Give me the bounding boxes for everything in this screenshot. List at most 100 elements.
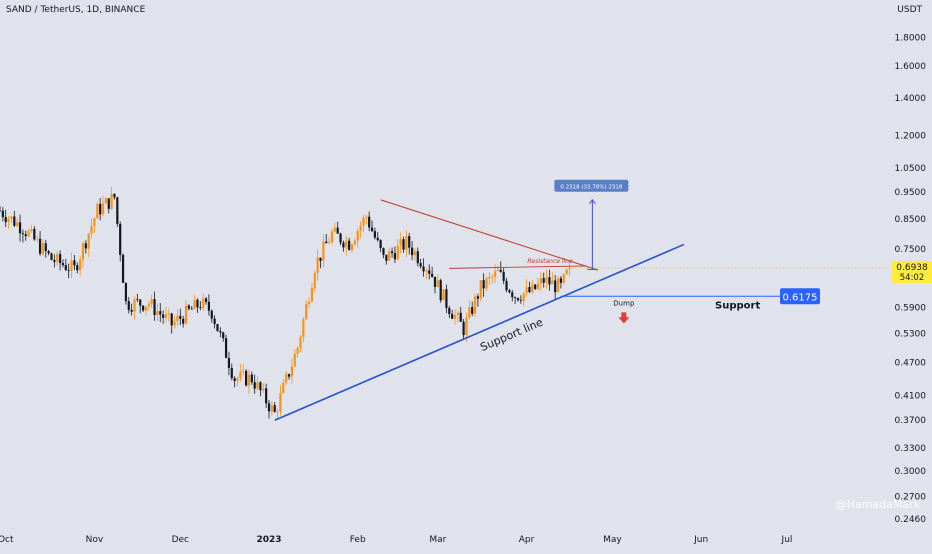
support-trend-line[interactable]: [274, 243, 685, 421]
x-tick-label: Dec: [172, 535, 189, 545]
candle-body: [479, 280, 482, 299]
candle-body: [119, 223, 122, 255]
candle-body: [247, 374, 251, 386]
candle-body: [104, 198, 107, 204]
candle-body: [153, 299, 156, 316]
candle-body: [307, 301, 311, 304]
candle-body: [342, 242, 345, 248]
x-tick-label: Nov: [86, 535, 104, 545]
candle-body: [213, 318, 216, 325]
candle-body: [61, 263, 65, 266]
candle-body: [79, 259, 82, 271]
candle-body: [7, 218, 10, 223]
candle-body: [514, 297, 517, 299]
candle-body: [227, 357, 231, 368]
resistance-line-label: Resistance line: [527, 258, 573, 265]
candle-body: [313, 273, 316, 289]
candle-body: [44, 243, 47, 252]
candle-body: [282, 382, 285, 393]
candle-body: [419, 263, 422, 267]
candle-body: [147, 304, 150, 307]
candle-body: [551, 280, 554, 285]
candle-body: [348, 240, 351, 250]
candle-body: [548, 277, 551, 285]
candle-body: [502, 271, 505, 281]
candle-body: [345, 240, 348, 248]
candle-body: [336, 227, 339, 234]
candle-body: [162, 314, 165, 318]
candle-body: [559, 278, 563, 283]
support-price-label: 0.6175: [783, 292, 818, 303]
candle-body: [58, 254, 62, 264]
candle-body: [459, 312, 462, 322]
measure-arrow-icon: [588, 198, 596, 205]
y-tick-label: 0.3000: [895, 467, 927, 477]
candle-body: [399, 239, 402, 246]
measure-label-box: [554, 179, 629, 192]
candle-body: [116, 197, 119, 224]
candle-body: [542, 278, 545, 283]
resistance-line[interactable]: [449, 265, 587, 269]
candle-body: [410, 247, 414, 256]
descending-trend-line[interactable]: [380, 199, 599, 271]
candle-body: [202, 298, 205, 308]
support-price-tag[interactable]: [780, 288, 820, 305]
candle-body: [365, 216, 368, 218]
candle-body: [396, 245, 399, 260]
candle-body: [13, 216, 16, 226]
candle-body: [327, 242, 331, 244]
candle-body: [310, 288, 314, 302]
candle-body: [468, 307, 471, 318]
candle-body: [24, 234, 27, 237]
candle-body: [47, 251, 50, 254]
candle-body: [84, 243, 87, 249]
candle-body: [273, 405, 276, 412]
candle-body: [556, 278, 560, 293]
candle-body: [196, 299, 199, 308]
y-tick-label: 0.3700: [895, 416, 927, 426]
candle-body: [476, 296, 480, 299]
candle-body: [236, 378, 239, 381]
candle-body: [265, 388, 268, 404]
y-tick-label: 0.5300: [895, 329, 927, 339]
candle-body: [41, 243, 45, 254]
candle-body: [179, 315, 182, 319]
candle-body: [136, 299, 139, 301]
candle-body: [173, 321, 176, 326]
watermark: @HamadaMark: [835, 498, 920, 511]
candle-body: [99, 203, 102, 215]
symbol-title[interactable]: SAND / TetherUS, 1D, BINANCE: [6, 5, 146, 15]
x-tick-label: Feb: [350, 535, 366, 545]
candle-body: [333, 227, 336, 232]
candle-body: [144, 306, 148, 311]
x-tick-label: 2023: [256, 535, 281, 545]
y-tick-label: 0.8500: [895, 215, 927, 225]
candle-body: [453, 314, 457, 319]
candle-body: [445, 289, 448, 308]
y-tick-label: 0.9500: [895, 188, 927, 198]
candle-body: [259, 382, 262, 391]
candle-body: [370, 227, 374, 232]
candle-body: [319, 257, 322, 261]
candle-body: [433, 276, 437, 287]
candle-body: [1, 210, 4, 218]
candle-body: [130, 309, 133, 312]
candle-body: [27, 231, 30, 237]
candle-body: [413, 251, 417, 256]
candle-body: [113, 193, 116, 198]
candle-body: [554, 280, 557, 293]
candle-body: [536, 283, 540, 289]
candle-body: [491, 276, 494, 278]
candle-body: [473, 296, 477, 314]
candle-body: [16, 222, 19, 226]
y-tick-label: 0.2460: [895, 515, 927, 525]
x-tick-label: Mar: [429, 535, 446, 545]
candle-body: [451, 314, 454, 319]
candle-body: [170, 313, 173, 326]
candle-body: [276, 411, 279, 413]
candle-body: [110, 193, 113, 209]
candle-body: [18, 222, 22, 234]
current-price-tag[interactable]: [892, 261, 932, 284]
